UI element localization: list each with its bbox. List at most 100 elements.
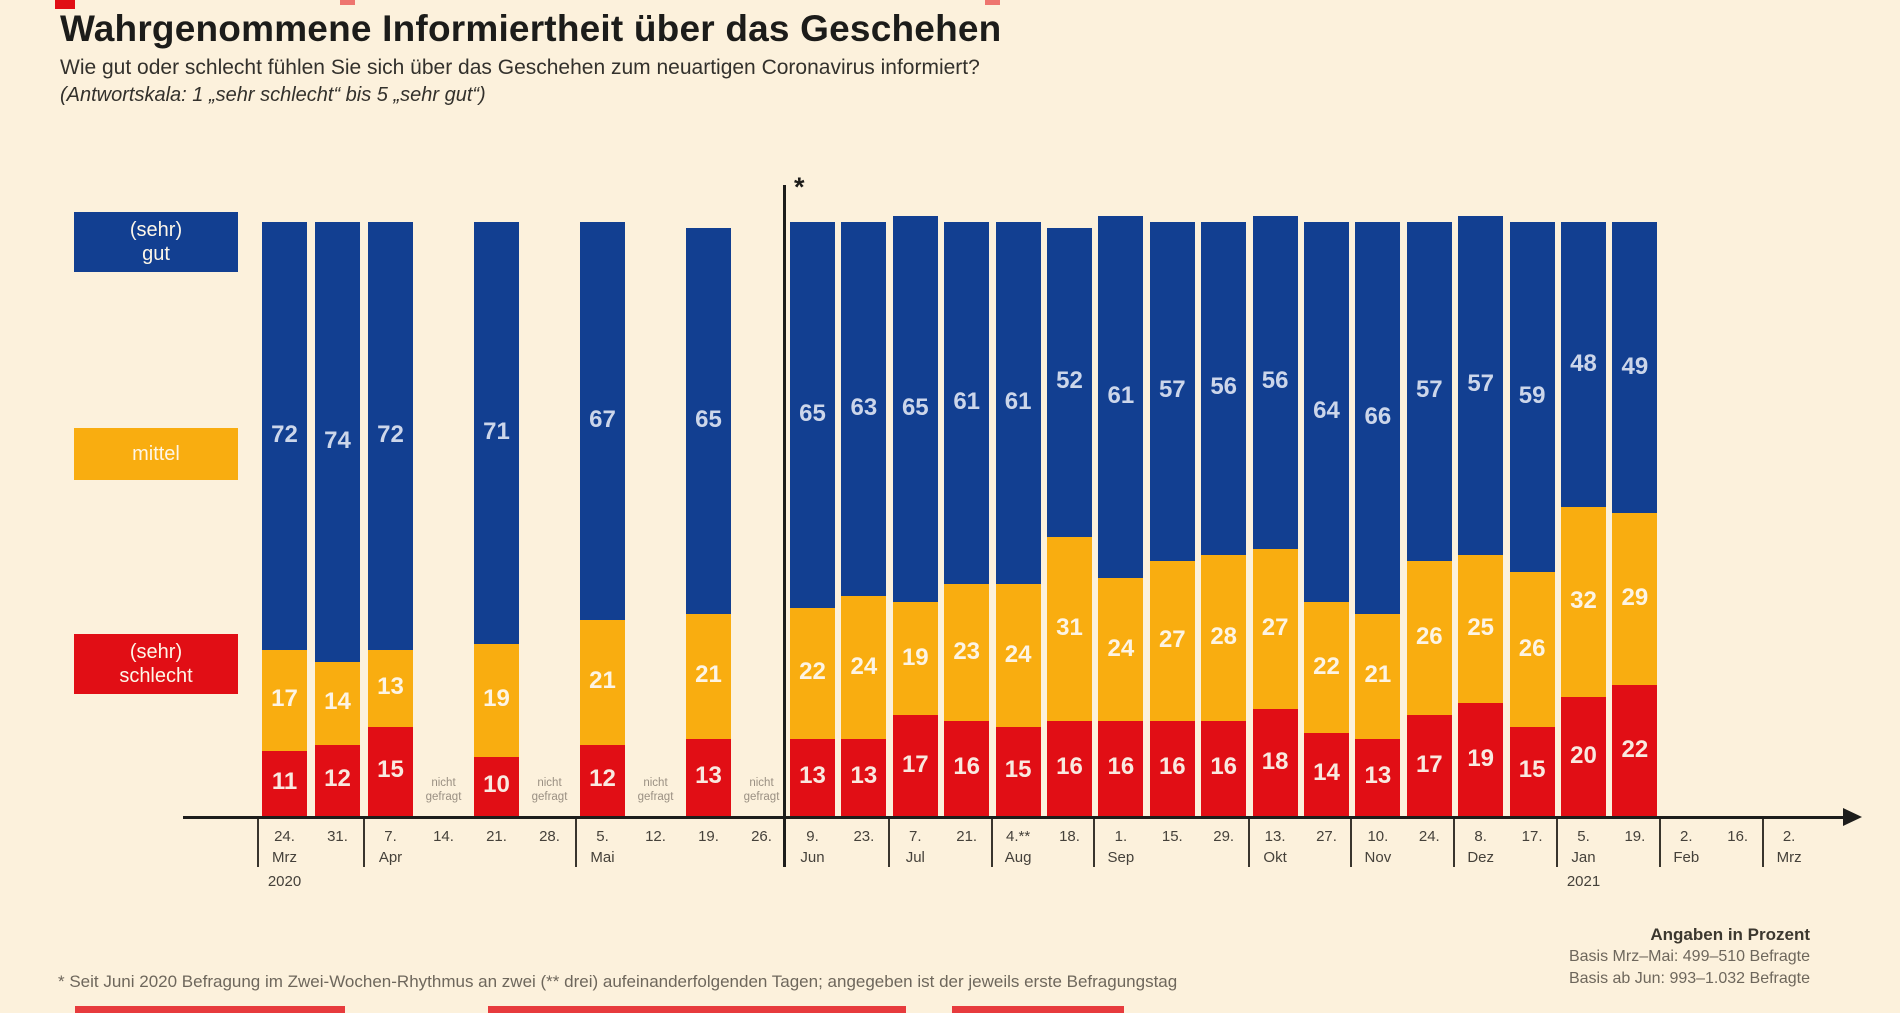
x-axis <box>183 816 1845 819</box>
bar-value-mittel: 21 <box>589 667 616 695</box>
bar-segment-schlecht <box>315 744 360 816</box>
legend-swatch-schlecht: (sehr) schlecht <box>74 634 238 694</box>
bar-segment-mittel <box>892 602 938 716</box>
bar-segment-mittel <box>995 584 1041 727</box>
month-tick <box>1761 818 1764 867</box>
bar-segment-schlecht <box>1458 703 1504 816</box>
bar-value-mittel: 25 <box>1467 613 1495 641</box>
x-tick-date: 18. <box>1059 828 1080 845</box>
bar-value-gut: 72 <box>271 420 298 448</box>
bar-segment-schlecht <box>1098 720 1144 816</box>
decorative-red-fragment <box>985 0 1000 5</box>
bar-value-schlecht: 11 <box>271 768 298 796</box>
x-tick-date: 28. <box>539 828 560 845</box>
month-tick <box>1556 818 1558 867</box>
bar-value-gut: 56 <box>1210 373 1238 401</box>
x-tick-month: Apr <box>378 849 403 866</box>
bar-value-schlecht: 22 <box>1621 735 1649 763</box>
x-tick-date: 21. <box>956 828 978 845</box>
x-tick-month: Okt <box>1263 849 1287 866</box>
sample-basis-1: Basis Mrz–Mai: 499–510 Befragte <box>1568 948 1810 965</box>
x-tick-date: 2. <box>1680 828 1693 845</box>
bar-segment-mittel <box>1201 554 1247 721</box>
bar-value-mittel: 22 <box>799 658 826 686</box>
bar-segment-schlecht <box>262 750 307 816</box>
bar-segment-schlecht <box>944 720 990 816</box>
x-tick-date: 27. <box>1316 828 1337 845</box>
x-tick-month: Dez <box>1467 849 1495 866</box>
methodology-footnote: * Seit Juni 2020 Befragung im Zwei-Woche… <box>58 972 1178 991</box>
bar-value-gut: 63 <box>850 394 878 422</box>
bar-value-mittel: 13 <box>377 673 404 701</box>
bar-value-schlecht: 19 <box>1467 744 1495 772</box>
bar-value-schlecht: 15 <box>1004 756 1032 784</box>
bar-segment-schlecht <box>1252 709 1298 816</box>
page-title: Wahrgenommene Informiertheit über das Ge… <box>60 8 1002 49</box>
bar-value-mittel: 24 <box>1107 634 1135 662</box>
bar-value-mittel: 29 <box>1621 584 1649 612</box>
bar-segment-gut <box>944 222 990 585</box>
bar-segment-mittel <box>1612 513 1658 686</box>
bar-segment-schlecht <box>790 738 835 816</box>
decorative-red-fragment <box>75 1006 345 1013</box>
bar-value-schlecht: 15 <box>377 756 404 784</box>
bar-segment-gut <box>1304 222 1349 603</box>
x-tick-date: 5. <box>1577 828 1590 845</box>
bar-value-gut: 65 <box>695 405 722 433</box>
x-tick-month: Mrz <box>1776 849 1802 866</box>
bar-segment-gut <box>1509 222 1555 573</box>
x-tick-date: 14. <box>433 828 454 845</box>
bar-value-schlecht: 17 <box>901 750 929 778</box>
bar-segment-mittel <box>790 608 835 739</box>
bar-value-gut: 57 <box>1467 370 1495 398</box>
bar-segment-mittel <box>474 643 519 757</box>
bar-segment-schlecht <box>892 715 938 816</box>
bar-value-mittel: 19 <box>483 685 510 713</box>
legend-swatch-gut: (sehr) gut <box>74 212 238 272</box>
bar-value-schlecht: 13 <box>799 762 826 790</box>
x-tick-year: 2020 <box>267 873 302 890</box>
bar-segment-gut <box>1047 227 1092 537</box>
bar-value-mittel: 31 <box>1056 613 1083 641</box>
bar-segment-gut <box>1149 222 1195 561</box>
month-tick <box>1093 818 1096 867</box>
bar-value-schlecht: 18 <box>1261 747 1289 775</box>
bar-segment-schlecht <box>686 738 731 816</box>
bar-segment-mittel <box>1355 614 1401 739</box>
bar-segment-mittel <box>1561 507 1606 698</box>
bar-segment-gut <box>1098 216 1144 579</box>
bar-value-schlecht: 16 <box>1210 753 1238 781</box>
bar-segment-mittel <box>686 614 731 739</box>
bar-value-schlecht: 12 <box>589 765 616 793</box>
bar-segment-schlecht <box>1561 697 1606 816</box>
decorative-red-fragment <box>488 1006 906 1013</box>
bar-value-gut: 67 <box>589 405 616 433</box>
bar-segment-mittel <box>1406 560 1452 716</box>
answer-scale-note: (Antwortskala: 1 „sehr schlecht“ bis 5 „… <box>60 84 486 106</box>
bar-segment-mittel <box>841 596 887 739</box>
bar-value-mittel: 24 <box>1004 640 1032 668</box>
x-tick-date: 12. <box>645 828 666 845</box>
bar-value-gut: 49 <box>1621 352 1649 380</box>
x-tick-month: Jan <box>1571 849 1596 866</box>
x-tick-date: 31. <box>327 828 348 845</box>
x-tick-month: Feb <box>1673 849 1700 866</box>
x-tick-date: 24. <box>1418 828 1440 845</box>
bar-segment-gut <box>474 222 519 644</box>
bar-segment-gut <box>841 222 887 597</box>
month-tick <box>887 818 890 867</box>
bar-segment-gut <box>995 222 1041 585</box>
bar-segment-mittel <box>1252 548 1298 710</box>
bar-value-mittel: 28 <box>1210 622 1238 650</box>
bar-segment-mittel <box>315 661 360 745</box>
series-break-line <box>783 185 786 867</box>
bar-segment-mittel <box>1149 560 1195 721</box>
not-asked-note: nicht gefragt <box>425 777 462 804</box>
bar-value-gut: 66 <box>1364 403 1392 431</box>
bar-segment-mittel <box>944 584 990 721</box>
month-tick <box>1658 818 1661 867</box>
bar-segment-mittel <box>262 649 307 751</box>
bar-segment-mittel <box>580 619 625 745</box>
legend-label-mittel: mittel <box>132 443 180 465</box>
